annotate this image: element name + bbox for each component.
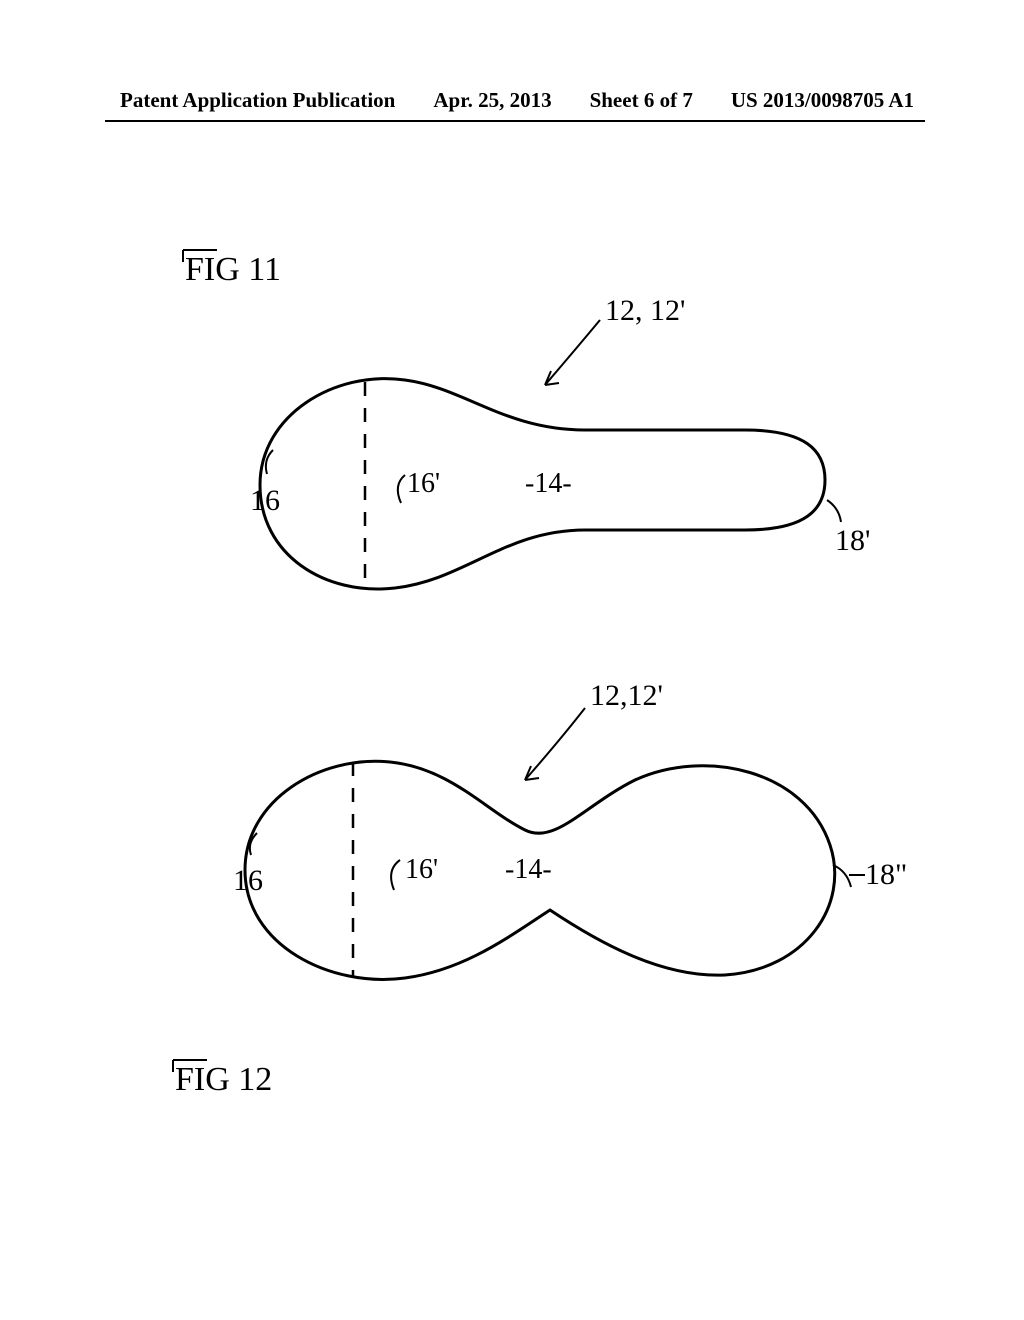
fig11-ref-16p: 16' [407,468,440,499]
fig11-ref-18: 18' [835,524,870,557]
fig12-label: FIG 12 [175,1061,272,1098]
fig12-ref-16: 16 [233,864,263,897]
fig11-label: FIG 11 [185,251,281,288]
fig12-ref-14: -14- [505,854,552,885]
fig12-ref-16p: 16' [405,854,438,885]
fig12-ref-12: 12,12' [590,679,663,712]
header-left: Patent Application Publication [120,88,395,113]
fig11-ref-12: 12, 12' [605,294,685,327]
figure-12: 12,12' 16 16' -14- 18" FIG 12 [105,650,925,1130]
header-date: Apr. 25, 2013 [433,88,551,113]
header-pubnum: US 2013/0098705 A1 [731,88,914,113]
fig11-ref-14: -14- [525,468,572,499]
page-header: Patent Application Publication Apr. 25, … [0,88,1024,113]
figure-11: FIG 11 12, 12' 16 16' -14- 18' [105,220,925,660]
header-rule [105,120,925,122]
drawing-area: FIG 11 12, 12' 16 16' -14- 18' 12,12' [105,130,925,1210]
fig12-ref-18: 18" [865,858,907,891]
fig11-ref-16: 16 [250,484,280,517]
header-sheet: Sheet 6 of 7 [590,88,693,113]
